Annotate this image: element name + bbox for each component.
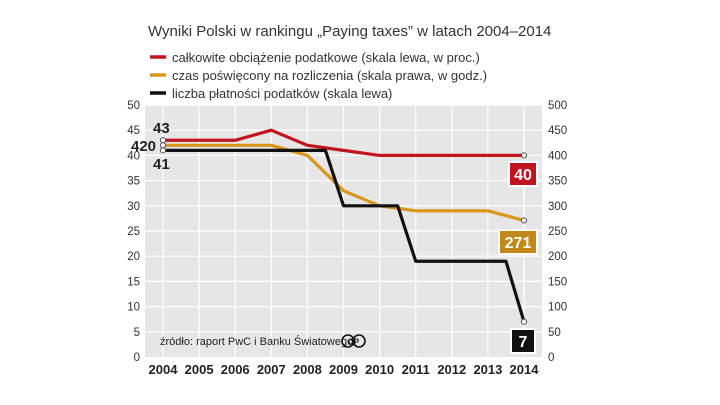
left-tick-label: 50 <box>127 100 140 112</box>
legend-label-red: całkowite obciążenie podatkowe (skala le… <box>172 50 480 65</box>
series-line-total-tax-rate <box>161 128 526 157</box>
left-tick-label: 45 <box>127 125 140 137</box>
x-tick-label: 2012 <box>437 362 466 377</box>
right-axis-ticks: 0 50 100 150 200 250 300 350 400 450 500 <box>548 100 567 364</box>
x-tick-label: 2009 <box>329 362 358 377</box>
grid-lines <box>145 104 542 357</box>
left-tick-label: 5 <box>134 327 140 339</box>
right-tick-label: 350 <box>548 176 567 188</box>
right-tick-label: 200 <box>548 251 567 263</box>
end-badge-red <box>508 161 538 187</box>
right-tick-label: 450 <box>548 125 567 137</box>
end-label-red: 40 <box>514 167 532 184</box>
right-tick-label: 300 <box>548 201 567 213</box>
left-tick-label: 20 <box>127 251 140 263</box>
left-tick-label: 0 <box>134 352 140 364</box>
left-tick-label: 10 <box>127 302 140 314</box>
right-tick-label: 150 <box>548 276 567 288</box>
x-tick-label: 2007 <box>257 362 286 377</box>
right-tick-label: 100 <box>548 302 567 314</box>
series-line-payments-count <box>161 148 526 324</box>
data-point-marker <box>520 318 528 325</box>
end-label-black: 7 <box>519 334 528 351</box>
x-tick-label: 2013 <box>473 362 502 377</box>
end-badges: 40 271 7 <box>498 161 538 354</box>
x-tick-label: 2010 <box>365 362 394 377</box>
logo: CP <box>341 334 366 348</box>
left-tick-label: 15 <box>127 276 140 288</box>
end-badge-black <box>510 328 536 354</box>
end-label-orange: 271 <box>505 235 532 252</box>
x-tick-label: 2004 <box>149 362 179 377</box>
data-point-marker <box>159 137 167 144</box>
end-badge-orange <box>498 229 538 255</box>
start-labels: 43 420 41 <box>131 120 170 173</box>
start-label-orange: 420 <box>131 138 156 155</box>
x-tick-label: 2006 <box>221 362 250 377</box>
left-tick-label: 35 <box>127 176 140 188</box>
left-tick-label: 25 <box>127 226 140 238</box>
right-tick-label: 50 <box>548 327 561 339</box>
data-point-marker <box>520 152 528 159</box>
left-axis-ticks: 0 5 10 15 20 25 30 35 40 45 50 <box>127 100 140 364</box>
x-axis-ticks: 2004 2005 2006 2007 2008 2009 2010 2011 2012 2013… <box>149 362 540 377</box>
left-tick-label: 40 <box>127 150 140 162</box>
data-point-marker <box>159 147 167 154</box>
data-point-marker <box>159 142 167 149</box>
x-tick-label: 2008 <box>293 362 322 377</box>
start-label-black: 41 <box>153 156 170 173</box>
right-tick-label: 400 <box>548 150 567 162</box>
legend-label-orange: czas poświęcony na rozliczenia (skala pr… <box>172 68 487 83</box>
right-tick-label: 500 <box>548 100 567 112</box>
right-tick-label: 0 <box>548 352 554 364</box>
x-tick-label: 2011 <box>402 362 430 377</box>
start-label-red: 43 <box>153 120 170 137</box>
logo-text: CP <box>348 338 360 347</box>
x-tick-label: 2005 <box>185 362 214 377</box>
right-tick-label: 250 <box>548 226 567 238</box>
legend-label-black: liczba płatności podatków (skala lewa) <box>172 86 392 101</box>
series-layer <box>159 128 528 325</box>
series-line-time-spent <box>161 143 526 223</box>
chart-title: Wyniki Polski w rankingu „Paying taxes” … <box>148 23 551 40</box>
left-tick-label: 30 <box>127 201 140 213</box>
source-note: źródło: raport PwC i Banku Światowego <box>160 335 353 348</box>
data-point-marker <box>520 217 528 224</box>
x-tick-label: 2014 <box>510 362 540 377</box>
legend: całkowite obciążenie podatkowe (skala le… <box>150 50 487 101</box>
